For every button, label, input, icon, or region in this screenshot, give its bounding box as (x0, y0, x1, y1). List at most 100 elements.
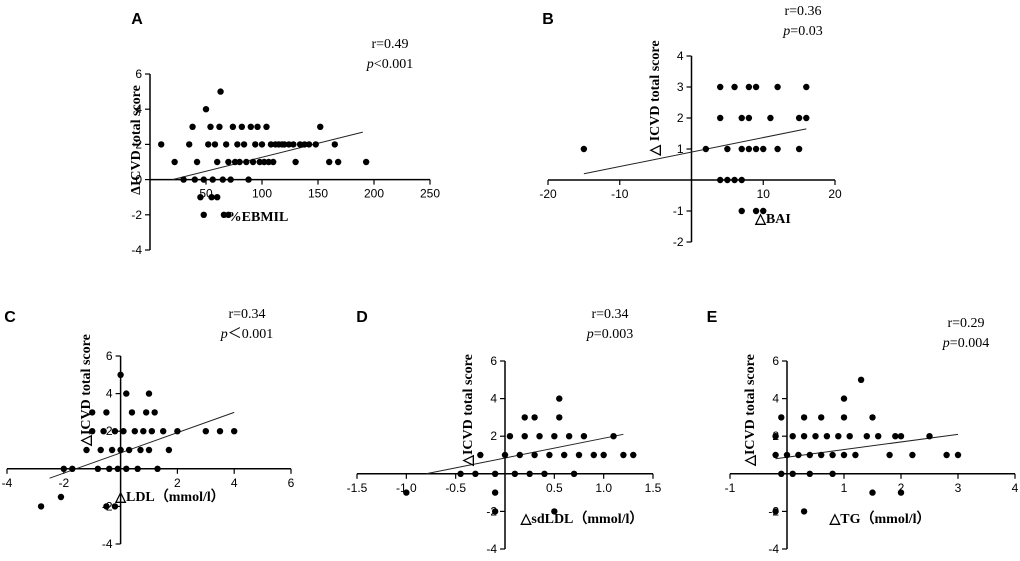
data-point (774, 83, 781, 91)
data-point (818, 414, 825, 421)
data-point (738, 145, 745, 153)
correlation-r: r=0.49 (371, 37, 408, 52)
data-point (778, 414, 785, 421)
data-point (857, 376, 865, 383)
p-symbol: p (220, 327, 228, 342)
x-tick-label: 6 (288, 476, 295, 490)
data-point (158, 141, 165, 148)
x-axis-title: △TG（mmol/l） (829, 511, 931, 527)
data-point (760, 207, 767, 215)
data-point (134, 465, 141, 472)
regression-line (172, 131, 363, 181)
correlation-r: r=0.29 (947, 316, 984, 331)
data-point (863, 433, 870, 440)
data-point (123, 465, 130, 472)
data-point (752, 145, 760, 153)
data-point (575, 451, 583, 459)
data-point (803, 114, 810, 122)
data-point (772, 508, 779, 515)
x-axis-title: △LDL（mmol/l） (114, 489, 225, 505)
data-point (231, 428, 238, 435)
p-value-text: =0.003 (594, 327, 633, 342)
data-point (823, 433, 831, 440)
data-point (565, 433, 573, 440)
y-tick-label: 4 (772, 392, 779, 406)
data-point (526, 470, 533, 477)
x-tick-label: -1 (725, 481, 736, 495)
data-point (551, 433, 558, 440)
data-point (174, 428, 181, 435)
data-point (154, 465, 161, 472)
data-point (296, 141, 304, 148)
data-point (191, 176, 198, 183)
data-point (536, 433, 543, 440)
x-tick-label: -20 (539, 187, 557, 201)
data-point (117, 446, 124, 454)
y-axis-title: △ICVD total score (79, 334, 94, 447)
data-point (516, 451, 523, 459)
data-point (774, 145, 781, 153)
data-point (590, 451, 597, 459)
y-tick-label: 2 (106, 424, 113, 438)
data-point (151, 409, 158, 416)
x-tick-label: 4 (231, 476, 238, 490)
y-tick-label: 3 (677, 80, 684, 94)
data-point (561, 451, 568, 459)
data-point (247, 123, 254, 130)
data-point (738, 207, 745, 215)
data-point (57, 493, 65, 501)
y-tick-label: 6 (135, 67, 142, 81)
data-point (806, 470, 813, 477)
chart-panel-b: B -20 -10 10 20 -2 -1 1 2 3 4 △BAI △ ICVD total scor… (539, 4, 842, 249)
data-point (506, 433, 514, 440)
y-tick-label: 2 (135, 137, 142, 151)
data-point (795, 145, 803, 153)
data-point (209, 176, 216, 183)
data-point (806, 451, 813, 459)
data-point (142, 409, 150, 416)
data-point (227, 176, 234, 183)
p-value: p=0.003 (586, 327, 633, 342)
chart-panel-d: D -1.5 -1.0 -0.5 0.5 1.0 1.5 -4 -2 2 4 6 △sdLDL（mmol… (347, 307, 662, 556)
data-point (326, 158, 333, 166)
data-point (477, 451, 484, 459)
data-point (186, 141, 193, 148)
data-point (724, 176, 731, 184)
data-point (200, 211, 207, 218)
data-point (240, 141, 248, 148)
data-point (301, 141, 308, 148)
y-axis-title: △ICVD total score (743, 354, 758, 467)
y-tick-label: 2 (490, 429, 497, 443)
data-point (840, 395, 848, 402)
data-point (738, 176, 745, 184)
data-point (403, 489, 410, 496)
data-point (800, 433, 808, 440)
data-point (281, 141, 288, 148)
data-point (245, 176, 252, 183)
data-point (214, 158, 221, 166)
data-point (752, 207, 760, 215)
y-axis-title: ΔICVD total score (129, 85, 144, 195)
data-point (362, 158, 370, 166)
data-point (551, 508, 558, 515)
x-tick-label: 0.5 (546, 481, 563, 495)
y-tick-label: 2 (677, 111, 684, 125)
data-point (189, 123, 196, 130)
data-point (145, 446, 153, 454)
data-point (886, 451, 893, 459)
data-point (219, 176, 226, 183)
data-point (724, 145, 731, 153)
data-point (334, 158, 342, 166)
data-point (789, 470, 796, 477)
data-point (238, 123, 246, 130)
data-point (752, 83, 760, 91)
data-point (217, 88, 224, 95)
data-point (222, 141, 230, 148)
p-value: p=0.03 (782, 24, 822, 39)
x-tick-label: 100 (252, 187, 272, 201)
y-tick-label: -4 (131, 243, 142, 257)
data-point (111, 428, 119, 435)
x-tick-label: -0.5 (445, 481, 466, 495)
data-point (131, 428, 138, 435)
x-tick-label: 3 (955, 481, 962, 495)
